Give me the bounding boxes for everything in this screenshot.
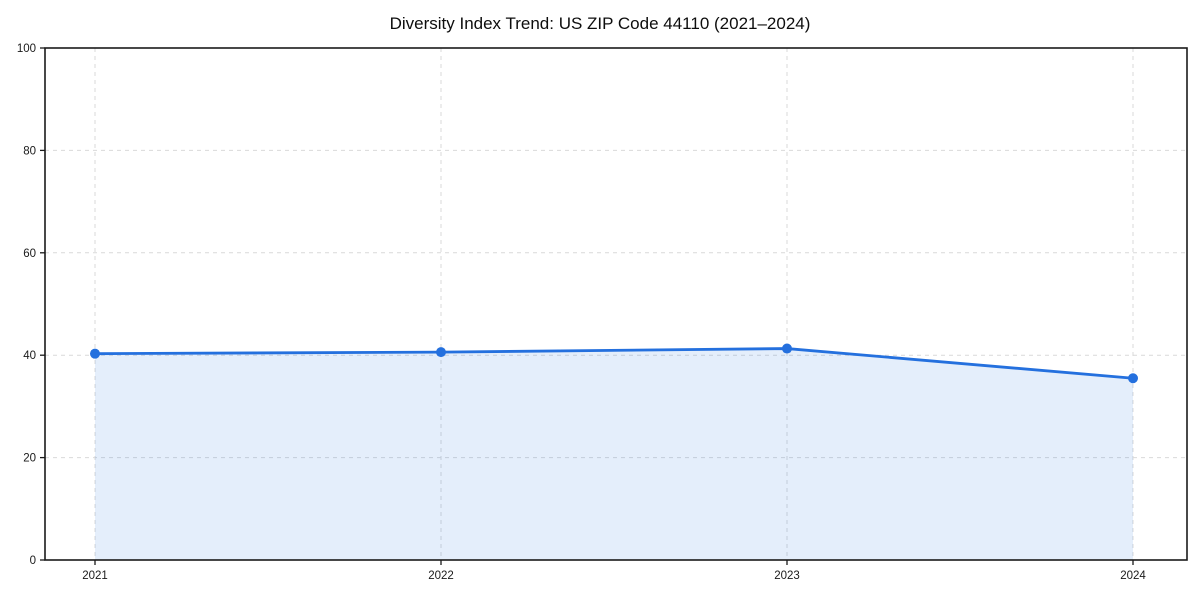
y-tick-label-20: 20 <box>23 453 36 465</box>
data-point-2021 <box>90 348 100 359</box>
chart-title: Diversity Index Trend: US ZIP Code 44110… <box>389 14 811 33</box>
area-fill <box>95 348 1133 560</box>
x-tick-label-2021: 2021 <box>82 570 108 582</box>
data-point-2023 <box>782 343 792 354</box>
x-tick-label-2023: 2023 <box>774 570 800 582</box>
y-tick-label-80: 80 <box>23 145 36 157</box>
data-point-2024 <box>1128 373 1138 384</box>
plot-background <box>45 48 1187 560</box>
x-tick-label-2022: 2022 <box>428 570 454 582</box>
y-tick-label-40: 40 <box>23 350 36 362</box>
plot-border <box>44 47 1188 561</box>
trend-line <box>93 347 1135 380</box>
data-point-2022 <box>436 347 446 358</box>
y-tick-label-100: 100 <box>17 43 36 55</box>
x-tick-label-2024: 2024 <box>1120 570 1146 582</box>
y-tick-label-0: 0 <box>30 555 36 567</box>
y-tick-label-60: 60 <box>23 248 36 260</box>
